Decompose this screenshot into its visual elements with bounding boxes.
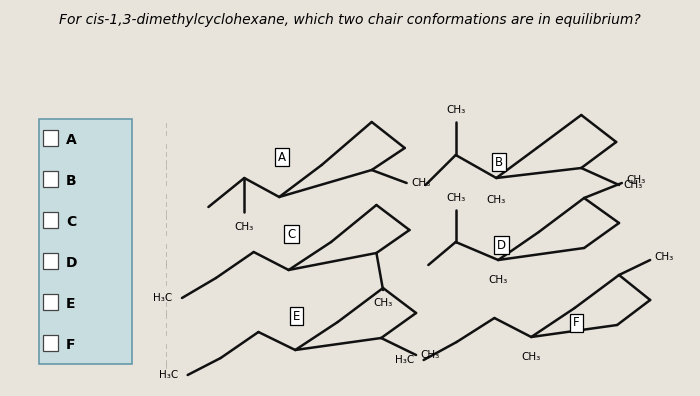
- Bar: [43, 335, 58, 351]
- Text: H₃C: H₃C: [153, 293, 172, 303]
- Text: B: B: [66, 174, 76, 188]
- Text: CH₃: CH₃: [654, 252, 673, 262]
- Text: H₃C: H₃C: [159, 370, 178, 380]
- Text: D: D: [66, 256, 78, 270]
- Bar: [43, 294, 58, 310]
- Text: CH₃: CH₃: [421, 350, 440, 360]
- Text: CH₃: CH₃: [234, 222, 254, 232]
- Text: For cis-1,3-dimethylcyclohexane, which two chair conformations are in equilibriu: For cis-1,3-dimethylcyclohexane, which t…: [59, 13, 641, 27]
- Text: CH₃: CH₃: [489, 275, 508, 285]
- Text: F: F: [573, 316, 580, 329]
- Text: C: C: [66, 215, 76, 229]
- Text: C: C: [288, 227, 295, 240]
- Bar: [43, 130, 58, 146]
- Text: F: F: [66, 338, 76, 352]
- Text: E: E: [66, 297, 76, 311]
- Text: CH₃: CH₃: [446, 105, 466, 115]
- Text: E: E: [293, 310, 300, 322]
- Bar: [43, 253, 58, 269]
- Bar: [39, 119, 132, 364]
- Text: B: B: [495, 156, 503, 169]
- Text: A: A: [66, 133, 76, 147]
- Text: A: A: [278, 150, 286, 164]
- Text: CH₃: CH₃: [373, 298, 393, 308]
- Text: H₃C: H₃C: [395, 355, 414, 365]
- Text: CH₃: CH₃: [522, 352, 541, 362]
- Text: CH₃: CH₃: [412, 178, 430, 188]
- Text: CH₃: CH₃: [486, 195, 506, 205]
- Text: CH₃: CH₃: [626, 175, 646, 185]
- Bar: [43, 171, 58, 187]
- Text: D: D: [496, 238, 505, 251]
- Bar: [43, 212, 58, 228]
- Text: CH₃: CH₃: [624, 180, 643, 190]
- Text: CH₃: CH₃: [446, 193, 466, 203]
